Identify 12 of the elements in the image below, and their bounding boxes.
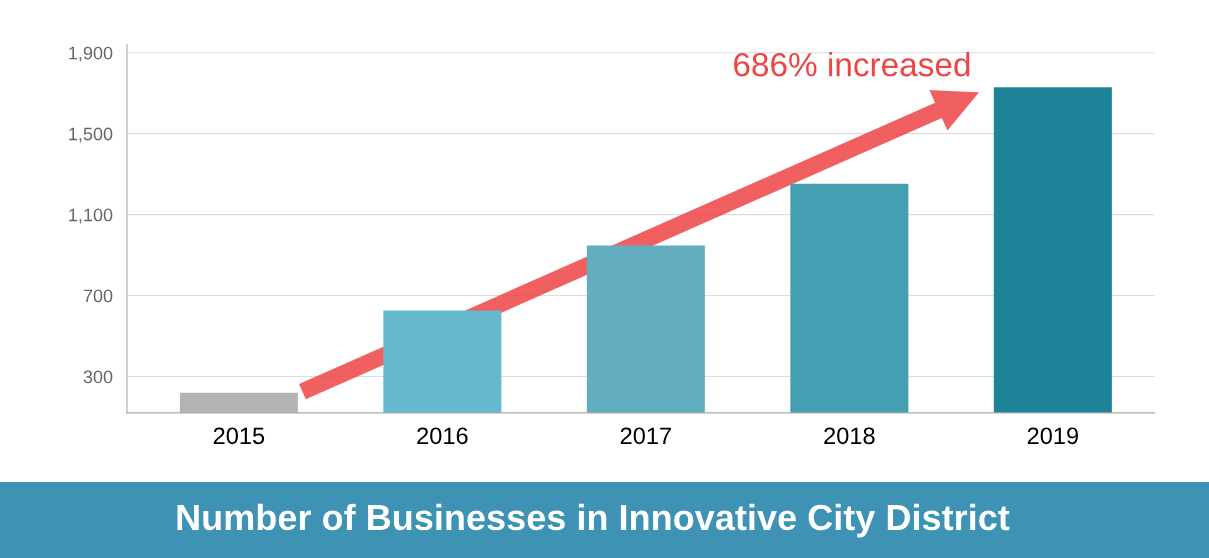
text: Number of Businesses in Innovative City District (177, 503, 1010, 538)
y-tick-label: 300 (83, 370, 113, 384)
y-tick-label: 1,900 (69, 46, 113, 62)
x-tick-label: 2015 (213, 427, 265, 445)
y-tick-label: 700 (83, 289, 113, 303)
annotation: 686% increased (734, 52, 970, 77)
y-tick-label: 1,500 (69, 127, 113, 143)
x-tick-label: 2016 (417, 427, 468, 445)
x-tick-label: 2019 (1027, 427, 1078, 445)
x-tick-label: 2018 (824, 427, 875, 445)
x-tick-label: 2017 (620, 427, 671, 445)
y-tick-label: 1,100 (69, 208, 113, 224)
